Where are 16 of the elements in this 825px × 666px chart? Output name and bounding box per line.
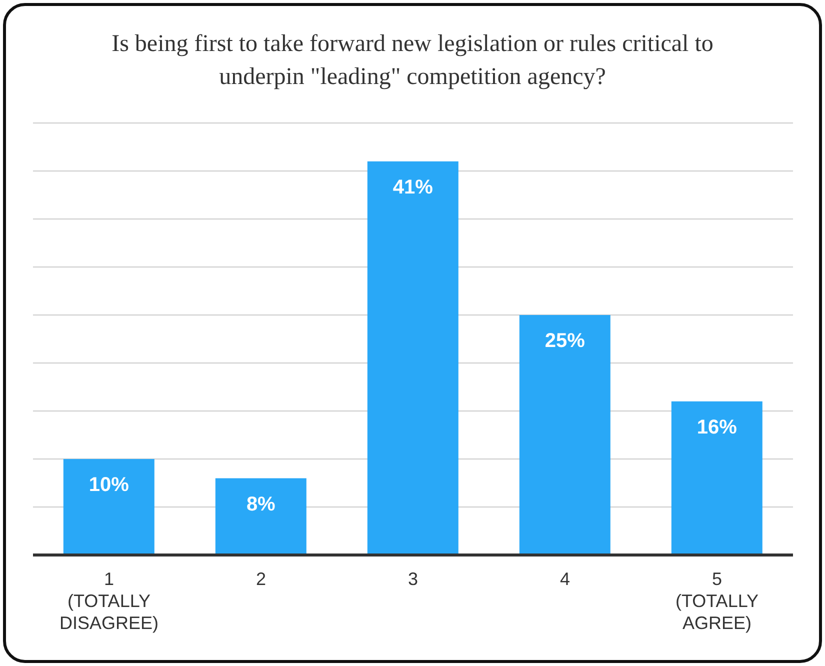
data-label: 16%: [696, 416, 738, 439]
bar: [671, 401, 762, 555]
data-label: 25%: [544, 330, 586, 352]
bar: [367, 161, 458, 555]
data-label: 10%: [88, 474, 130, 496]
data-label: 41%: [392, 176, 434, 199]
x-tick-label: 1 (TOTALLY DISAGREE): [59, 569, 159, 633]
data-label: 8%: [246, 493, 276, 516]
bar: [63, 459, 154, 555]
bar: [215, 478, 306, 555]
x-tick-label: 4: [560, 569, 570, 589]
x-tick-label: 2: [256, 569, 266, 589]
x-tick-label: 3: [408, 569, 418, 589]
bar: [519, 315, 610, 555]
chart-title: Is being first to take forward new legislation or rules critical to underpin "leading" competition agency?: [110, 30, 714, 92]
x-tick-label: 5 (TOTALLY AGREE): [675, 569, 759, 633]
